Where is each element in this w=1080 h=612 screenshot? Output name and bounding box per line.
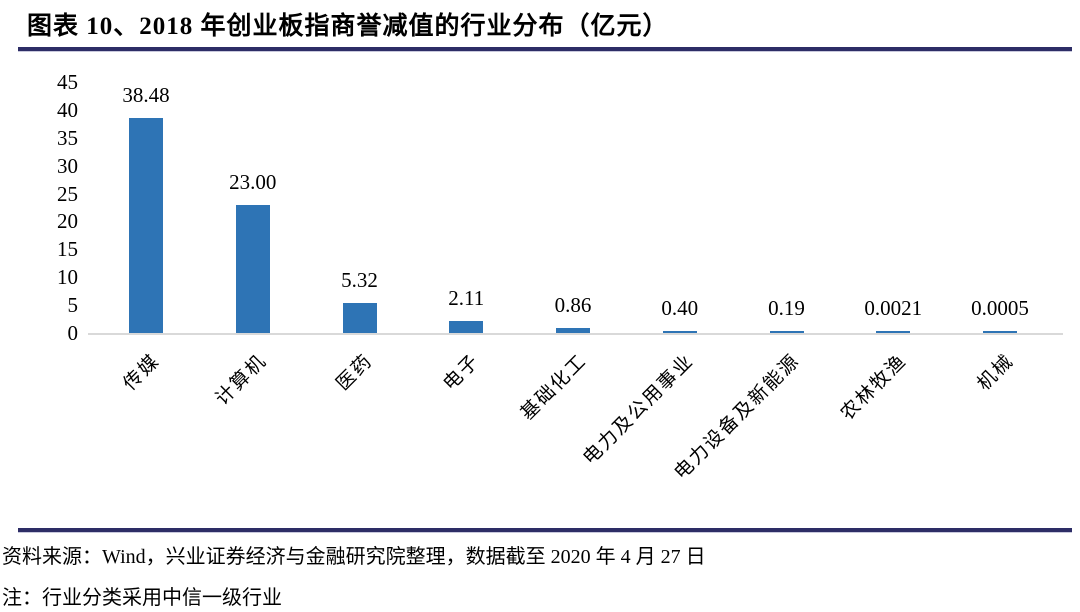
bar: [449, 321, 484, 333]
bar: [876, 330, 911, 333]
x-axis-category-label: 农林牧渔: [837, 350, 912, 425]
bar: [662, 330, 697, 333]
y-axis-tick-label: 45: [57, 70, 78, 94]
title-divider-rule: [18, 47, 1072, 52]
bar: [235, 204, 270, 333]
y-axis-tick-label: 0: [67, 321, 79, 345]
bar-value-label: 38.48: [122, 83, 170, 108]
figure-title: 图表 10、2018 年创业板指商誉减值的行业分布（亿元）: [27, 13, 669, 40]
source-note: 资料来源：Wind，兴业证券经济与金融研究院整理，数据截至 2020 年 4 月…: [2, 546, 706, 568]
y-axis-tick-label: 10: [57, 265, 78, 290]
bar-value-label: 0.40: [661, 295, 699, 320]
bar-value-label: 0.0021: [864, 295, 923, 320]
bar: [983, 330, 1017, 333]
y-axis-tick-label: 15: [57, 237, 78, 262]
x-axis-line: [88, 333, 1063, 335]
y-axis-tick-label: 30: [57, 153, 78, 178]
classification-note: 注：行业分类采用中信一级行业: [2, 587, 282, 609]
x-axis-category-label: 传媒: [119, 350, 165, 395]
y-axis-tick-label: 40: [57, 97, 78, 122]
x-axis-category-label: 计算机: [211, 350, 271, 410]
bar-value-label: 23.00: [229, 169, 277, 194]
bar-value-label: 5.32: [341, 268, 378, 293]
bar-value-label: 0.0005: [971, 295, 1029, 320]
bar: [769, 330, 804, 333]
x-axis-category-label: 基础化工: [516, 350, 592, 425]
bar: [342, 303, 377, 333]
bar-value-label: 0.86: [554, 293, 592, 318]
x-axis-category-label: 医药: [333, 350, 378, 395]
x-axis-category-label: 机械: [973, 350, 1019, 395]
bar-value-label: 0.19: [768, 295, 805, 320]
x-axis-category-label: 电子: [439, 350, 485, 395]
y-axis-tick-label: 5: [67, 293, 79, 318]
y-axis-tick-label: 25: [57, 181, 78, 206]
y-axis-tick-label: 20: [57, 209, 78, 234]
bar-value-label: 2.11: [448, 286, 485, 311]
footer-divider-rule: [18, 528, 1072, 533]
bar: [556, 328, 590, 333]
y-axis-tick-label: 35: [57, 125, 78, 150]
bar: [129, 118, 163, 333]
x-axis-category-label: 电力及公用事业: [579, 350, 698, 470]
